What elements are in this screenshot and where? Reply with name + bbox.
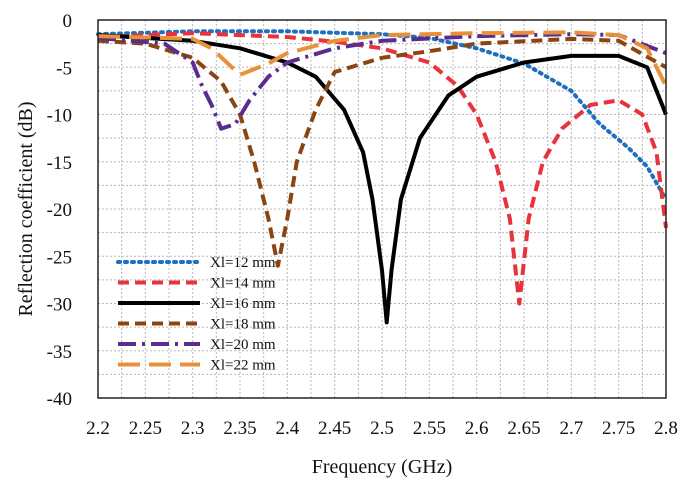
series-line-6: [97, 30, 668, 87]
series-line-1: [96, 29, 668, 202]
plot-area-frame: [97, 19, 667, 399]
x-tick-label: 2.5: [370, 418, 394, 439]
legend-label-6: Xl=22 mm: [210, 358, 276, 374]
x-tick-label: 2.25: [129, 418, 162, 439]
y-tick-label: -30: [47, 295, 72, 316]
y-tick-label: -10: [47, 106, 72, 127]
x-tick-label: 2.75: [602, 418, 635, 439]
legend-label-1: Xl=12 mm: [210, 255, 276, 271]
x-tick-label: 2.6: [465, 418, 489, 439]
x-tick-label: 2.35: [223, 418, 256, 439]
x-tick-label: 2.7: [559, 418, 583, 439]
y-axis-ticks: 0 -5 -10 -15 -20 -25 -30 -35 -40: [47, 11, 72, 410]
legend: Xl=12 mm Xl=14 mm Xl=16 mm Xl=18 mm Xl=20 mm…: [116, 255, 276, 374]
y-tick-label: -25: [47, 247, 72, 268]
y-tick-label: -5: [56, 58, 72, 79]
y-axis-title: Reflection coefficient (dB): [15, 101, 37, 316]
x-tick-label: 2.8: [654, 418, 678, 439]
y-tick-label: -20: [47, 200, 72, 221]
y-tick-label: -40: [47, 389, 72, 410]
y-tick-label: 0: [63, 11, 73, 32]
legend-label-4: Xl=18 mm: [210, 317, 276, 333]
grid: [97, 19, 667, 399]
series-line-3: [97, 33, 668, 325]
x-tick-label: 2.3: [181, 418, 205, 439]
x-axis-ticks: 2.2 2.25 2.3 2.35 2.4 2.45 2.5 2.55 2.6 2.65 2.7 2.…: [86, 418, 678, 439]
legend-label-5: Xl=20 mm: [210, 337, 276, 353]
y-tick-label: -35: [47, 342, 72, 363]
x-axis-title: Frequency (GHz): [312, 456, 453, 478]
x-tick-label: 2.2: [86, 418, 110, 439]
series-lines: [96, 29, 668, 325]
legend-label-2: Xl=14 mm: [210, 276, 276, 292]
x-tick-label: 2.65: [507, 418, 540, 439]
x-tick-label: 2.55: [413, 418, 446, 439]
x-tick-label: 2.45: [318, 418, 351, 439]
series-line-4: [97, 36, 667, 268]
series-line-2: [97, 31, 668, 306]
legend-label-3: Xl=16 mm: [210, 296, 276, 312]
x-tick-label: 2.4: [275, 418, 299, 439]
y-tick-label: -15: [47, 153, 72, 174]
series-line-5: [97, 32, 667, 131]
